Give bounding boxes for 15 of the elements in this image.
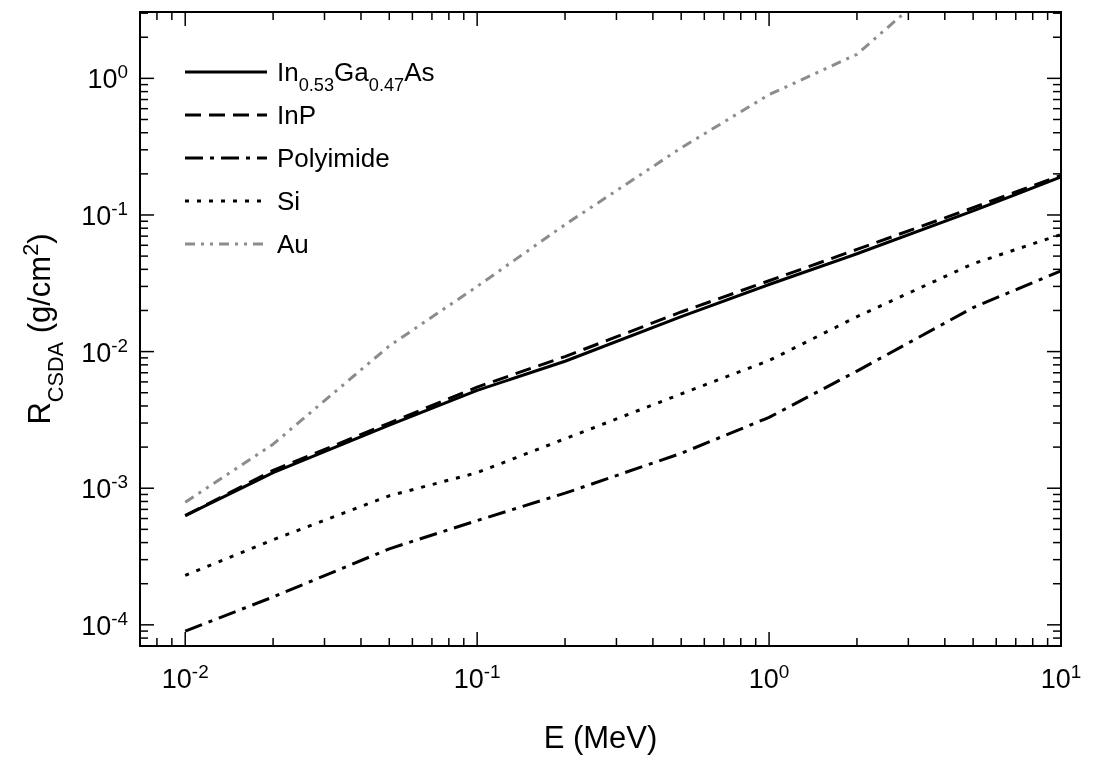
- y-tick-label: 10$^{0}$: [87, 60, 128, 95]
- x-tick-label: 10$^{-1}$: [453, 660, 501, 694]
- y-tick-label: 10$^{-1}$: [81, 197, 128, 231]
- legend-label: In$_{0.53}$Ga$_{0.47}$As: [277, 57, 435, 95]
- y-tick-label: 10$^{-2}$: [81, 334, 128, 368]
- legend-label: Si: [277, 186, 301, 216]
- legend-label: Au: [277, 229, 309, 259]
- x-tick-label: 10$^{-2}$: [161, 660, 209, 694]
- y-tick-label: 10$^{-3}$: [81, 470, 128, 505]
- legend-label: InP: [277, 100, 317, 130]
- x-tick-label: 10$^{1}$: [1040, 660, 1082, 694]
- y-tick-label: 10$^{-4}$: [81, 607, 128, 641]
- x-axis-title: E (MeV): [543, 720, 658, 755]
- x-tick-label: 10$^{0}$: [748, 660, 790, 694]
- legend-label: Polyimide: [277, 143, 390, 173]
